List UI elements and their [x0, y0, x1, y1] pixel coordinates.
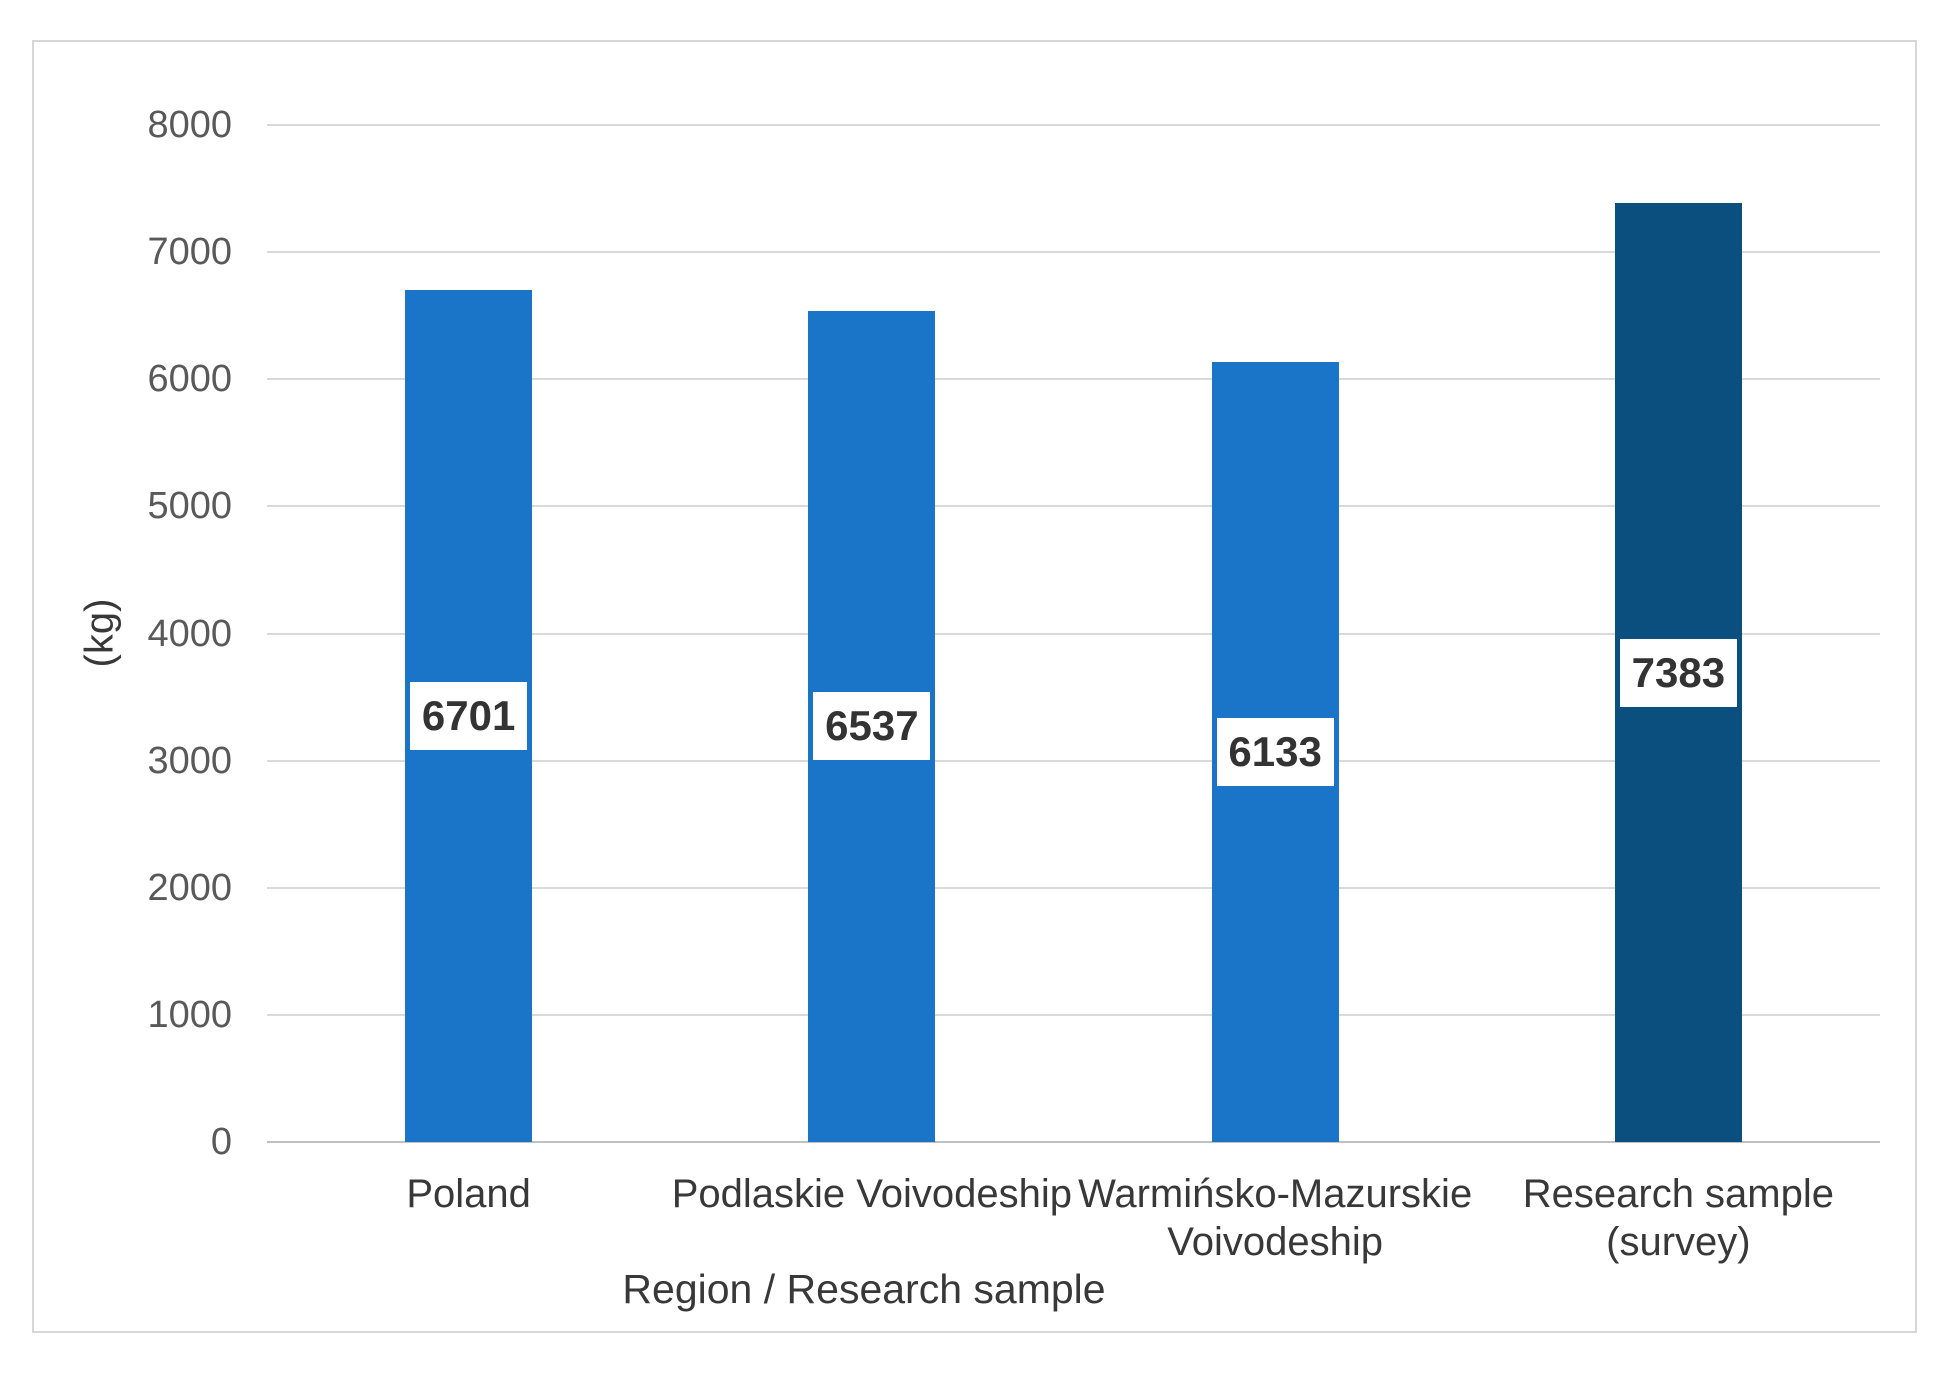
y-tick-label: 7000 [147, 231, 232, 274]
y-tick-label: 4000 [147, 612, 232, 655]
y-tick-label: 0 [210, 1121, 232, 1163]
y-tick-label: 8000 [147, 104, 232, 146]
y-tick-label: 3000 [147, 739, 232, 782]
gridline [267, 505, 1880, 508]
x-category-label: Podlaskie Voivodeship [671, 1172, 1073, 1216]
gridline [267, 886, 1880, 889]
x-axis-line [267, 1141, 1880, 1143]
data-label: 6537 [813, 692, 931, 761]
y-tick-label: 5000 [147, 485, 232, 528]
y-tick-label: 6000 [147, 358, 232, 401]
x-axis-title: Region / Research sample [622, 1266, 1106, 1312]
data-label: 7383 [1619, 638, 1737, 707]
x-category-label: Research sample (survey) [1522, 1172, 1834, 1264]
y-tick-label: 1000 [147, 993, 232, 1036]
data-label: 6133 [1216, 718, 1334, 787]
y-tick-label: 2000 [147, 866, 232, 909]
chart-frame [32, 40, 1917, 1333]
x-category-label: Poland [406, 1172, 531, 1216]
gridline [267, 124, 1880, 126]
gridline [267, 759, 1880, 762]
gridline [267, 251, 1880, 254]
data-label: 6701 [410, 682, 528, 751]
gridline [267, 632, 1880, 635]
gridline [267, 378, 1880, 381]
gridline [267, 1013, 1880, 1016]
x-category-label: Warmińsko-Mazurskie Voivodeship [1078, 1172, 1473, 1264]
